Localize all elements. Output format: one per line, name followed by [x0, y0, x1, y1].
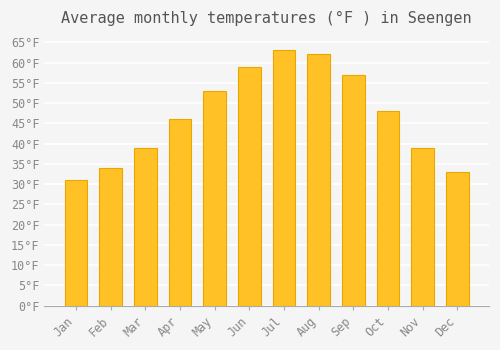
Bar: [168, 119, 192, 306]
Bar: [134, 148, 156, 306]
Bar: [100, 168, 122, 306]
Bar: [308, 55, 330, 306]
Bar: [204, 91, 226, 306]
Bar: [412, 148, 434, 306]
Title: Average monthly temperatures (°F ) in Seengen: Average monthly temperatures (°F ) in Se…: [62, 11, 472, 26]
Bar: [238, 66, 260, 306]
Bar: [377, 111, 400, 306]
Bar: [446, 172, 468, 306]
Bar: [272, 50, 295, 306]
Bar: [64, 180, 87, 306]
Bar: [342, 75, 364, 306]
